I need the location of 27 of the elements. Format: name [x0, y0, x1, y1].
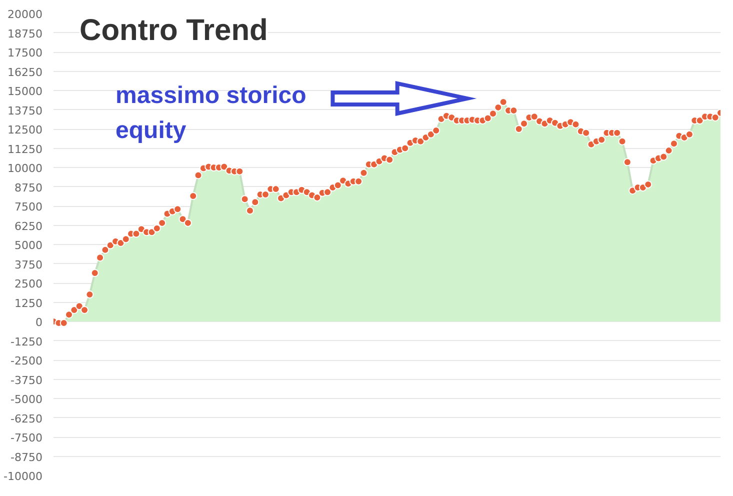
y-tick-label: 12500	[8, 124, 43, 136]
y-tick-label: -10000	[4, 470, 43, 483]
y-tick-label: -5000	[10, 393, 43, 406]
y-tick-label: 8750	[14, 181, 43, 194]
y-tick-label: -2500	[10, 354, 43, 368]
y-tick-label: 5000	[14, 239, 43, 252]
y-tick-label: 0	[36, 316, 42, 329]
y-tick-label: 3750	[14, 258, 43, 272]
y-tick-label: -1250	[10, 335, 43, 348]
chart-title: Contro Trend	[80, 14, 268, 47]
y-tick-label: -6250	[10, 412, 43, 426]
y-tick-label: 16250	[8, 66, 43, 79]
annotation: massimo storico equity	[116, 82, 306, 144]
y-tick-label: 2500	[14, 278, 43, 290]
y-tick-label: -8750	[10, 450, 43, 464]
y-tick-label: -3750	[10, 374, 43, 387]
y-tick-label: 7500	[14, 200, 43, 214]
y-tick-label: 20000	[8, 8, 43, 21]
y-tick-label: 10000	[8, 162, 43, 175]
y-tick-label: 17500	[8, 46, 43, 60]
y-tick-label: 15000	[8, 85, 43, 98]
y-tick-label: 18750	[8, 27, 43, 40]
y-tick-label: 11250	[8, 142, 43, 156]
y-tick-label: 13750	[8, 104, 43, 118]
y-tick-label: -7500	[10, 432, 43, 444]
y-tick-label: 6250	[14, 220, 43, 233]
y-tick-label: 1250	[14, 296, 43, 310]
